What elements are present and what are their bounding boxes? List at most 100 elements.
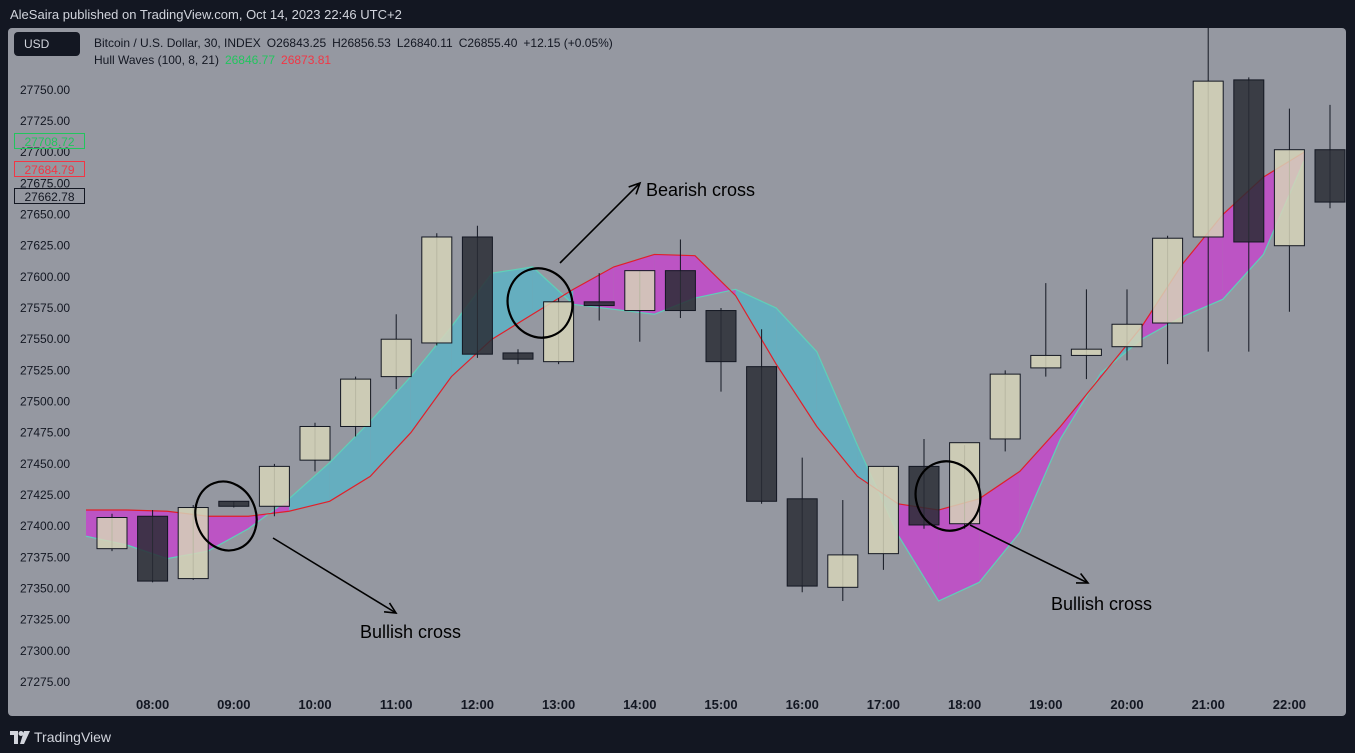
x-tick-label: 17:00 <box>867 697 900 712</box>
candle <box>340 376 372 437</box>
price-tag-green: 27708.72 <box>14 133 85 149</box>
candle-body <box>340 378 372 427</box>
candle <box>908 438 940 529</box>
candle-body <box>137 515 169 582</box>
chart-canvas[interactable]: 27750.0027725.0027700.0027675.0027650.00… <box>8 28 1346 716</box>
candle <box>1233 77 1265 352</box>
candle-body <box>258 465 290 507</box>
y-tick-label: 27725.00 <box>20 114 70 128</box>
wave-segment <box>735 289 777 365</box>
indicator-value-slow: 26873.81 <box>281 53 332 67</box>
wave-segment <box>1182 214 1223 317</box>
publisher-text: AleSaira published on TradingView.com, O… <box>10 7 402 22</box>
indicator-value-fast: 26846.77 <box>224 53 276 67</box>
high-value: H26856.53 <box>332 36 391 50</box>
candle <box>218 500 250 508</box>
y-tick-label: 27575.00 <box>20 301 70 315</box>
candle-body <box>786 498 818 587</box>
y-tick-label: 27650.00 <box>20 208 70 222</box>
candle <box>1152 235 1184 365</box>
wave-segment <box>207 516 249 552</box>
wave-segment <box>370 376 411 477</box>
candle <box>989 370 1021 452</box>
candle-body <box>461 236 493 355</box>
candle-body <box>949 442 981 525</box>
price-tag-last: 27662.78 <box>14 188 85 204</box>
y-tick-label: 27525.00 <box>20 363 70 377</box>
candle <box>664 239 696 319</box>
candle <box>786 457 818 593</box>
annotation-label: Bearish cross <box>646 180 755 200</box>
annotation-arrow-head <box>1075 573 1090 584</box>
candle-body <box>502 352 534 360</box>
candle <box>705 308 737 392</box>
hull-slow-line <box>86 151 1305 517</box>
annotation-arrow <box>969 524 1089 584</box>
x-tick-label: 11:00 <box>380 697 413 712</box>
time-axis: 08:00 09:00 10:00 11:00 12:00 13:00 14:00 15:00… <box>136 697 1306 712</box>
candle-body <box>177 507 209 580</box>
candle-body <box>96 516 128 550</box>
wave-segment <box>410 326 452 433</box>
candle <box>421 233 453 346</box>
candle-body <box>1314 149 1346 203</box>
candle-body <box>1233 79 1265 243</box>
candle-body <box>218 500 250 507</box>
candle <box>1273 108 1305 312</box>
candle-body <box>1070 348 1102 356</box>
x-tick-label: 19:00 <box>1029 697 1062 712</box>
y-tick-label: 27425.00 <box>20 488 70 502</box>
annotation-label: Bullish cross <box>1051 594 1152 614</box>
y-tick-label: 27275.00 <box>20 675 70 689</box>
low-value: L26840.11 <box>396 36 453 50</box>
currency-button[interactable]: USD <box>14 32 80 56</box>
candle-body <box>380 338 412 378</box>
y-tick-label: 27300.00 <box>20 644 70 658</box>
publisher-header: AleSaira published on TradingView.com, O… <box>0 0 1355 30</box>
wave-segment <box>816 351 858 477</box>
candle-body <box>421 236 453 344</box>
y-tick-label: 27350.00 <box>20 582 70 596</box>
x-tick-label: 22:00 <box>1273 697 1306 712</box>
candle <box>137 510 169 583</box>
candle <box>867 465 899 570</box>
y-tick-label: 27500.00 <box>20 395 70 409</box>
candle-body <box>624 270 656 312</box>
candle <box>1030 283 1062 377</box>
annotation-arrow-head <box>383 602 398 614</box>
price-tag-red: 27684.79 <box>14 161 85 177</box>
symbol-legend: Bitcoin / U.S. Dollar, 30, INDEX O26843.2… <box>94 36 619 50</box>
y-tick-label: 27325.00 <box>20 613 70 627</box>
candle <box>746 329 778 504</box>
symbol-name: Bitcoin / U.S. Dollar, 30, INDEX <box>94 36 261 50</box>
candle-body <box>1111 323 1143 348</box>
wave-segment <box>289 462 330 512</box>
change-value: +12.15 (+0.05%) <box>523 36 613 50</box>
y-tick-label: 27625.00 <box>20 239 70 253</box>
y-tick-label: 27600.00 <box>20 270 70 284</box>
candle <box>1070 289 1102 380</box>
wave-segment <box>1019 426 1061 533</box>
candle <box>583 273 615 321</box>
x-tick-label: 18:00 <box>948 697 981 712</box>
candle <box>258 463 290 517</box>
x-tick-label: 10:00 <box>298 697 331 712</box>
chart-panel[interactable]: 27750.00 27725.00 27700.00 27675.00 27650.00… <box>8 28 1346 716</box>
annotation-arrow <box>559 182 641 264</box>
candle <box>543 298 575 365</box>
candle <box>502 349 534 365</box>
wave-segment <box>573 266 614 310</box>
candle <box>380 314 412 390</box>
candle-body <box>1192 80 1224 238</box>
candle-body <box>989 373 1021 440</box>
candle-body <box>1030 354 1062 369</box>
indicator-legend[interactable]: Hull Waves (100, 8, 21) 26846.77 26873.81 <box>94 53 337 67</box>
x-tick-label: 14:00 <box>623 697 656 712</box>
x-tick-label: 20:00 <box>1110 697 1143 712</box>
footer-brand: TradingView <box>34 729 112 745</box>
tradingview-logo-icon <box>10 731 30 744</box>
annotation-arrow-head <box>628 181 642 195</box>
hull-wave-fill <box>86 152 1304 602</box>
candle <box>177 505 209 580</box>
candle-body <box>1273 149 1305 247</box>
